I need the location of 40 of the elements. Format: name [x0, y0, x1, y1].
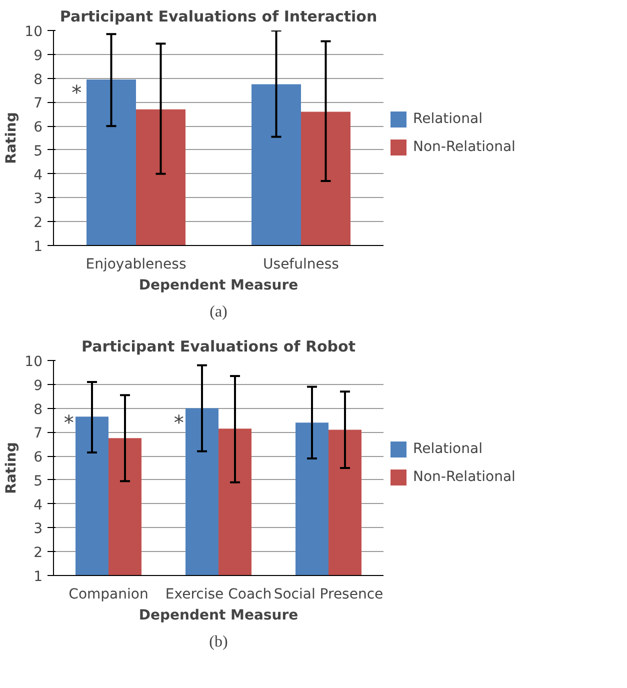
legend-label: Relational [413, 110, 482, 126]
y-tick-label: 1 [34, 569, 43, 585]
legend-label: Non-Relational [413, 468, 516, 484]
y-tick-label: 7 [34, 96, 43, 112]
annotation: * [64, 410, 74, 435]
y-tick-label: 5 [34, 473, 43, 490]
text: (b) [209, 634, 228, 650]
text: (a) [210, 304, 228, 320]
y-tick-label: 3 [34, 191, 43, 208]
y-tick-label: 4 [34, 167, 43, 184]
x-tick-label: Usefulness [263, 256, 339, 272]
y-tick-label: 2 [34, 215, 43, 232]
x-axis-title: Dependent Measure [138, 278, 298, 294]
annotation: * [72, 80, 82, 105]
y-tick-label: 10 [24, 354, 43, 370]
annotation: * [174, 410, 184, 435]
y-tick-label: 6 [34, 120, 43, 136]
y-tick-label: 3 [34, 521, 43, 538]
y-tick-label: 4 [34, 497, 43, 514]
y-tick-label: 8 [34, 72, 43, 88]
y-axis-title: Rating [4, 442, 20, 494]
y-tick-label: 1 [34, 239, 43, 255]
y-tick-label: 8 [34, 402, 43, 418]
x-axis-title: Dependent Measure [138, 608, 298, 624]
x-tick-label: Social Presence [274, 586, 384, 602]
y-tick-label: 9 [34, 378, 43, 394]
chart-title: Participant Evaluations of Robot [81, 338, 356, 356]
y-tick-label: 5 [34, 143, 43, 160]
y-tick-label: 2 [34, 545, 43, 562]
y-tick-label: 10 [24, 24, 43, 40]
y-tick-label: 9 [34, 48, 43, 64]
y-axis-title: Rating [4, 112, 20, 164]
y-tick-label: 6 [34, 450, 43, 466]
x-tick-label: Companion [68, 586, 148, 602]
x-tick-label: Exercise Coach [165, 586, 272, 602]
x-tick-label: Enjoyableness [86, 256, 186, 272]
y-tick-label: 7 [34, 426, 43, 442]
legend-label: Relational [413, 440, 482, 456]
legend-label: Non-Relational [413, 138, 516, 154]
chart-title: Participant Evaluations of Interaction [60, 8, 378, 26]
